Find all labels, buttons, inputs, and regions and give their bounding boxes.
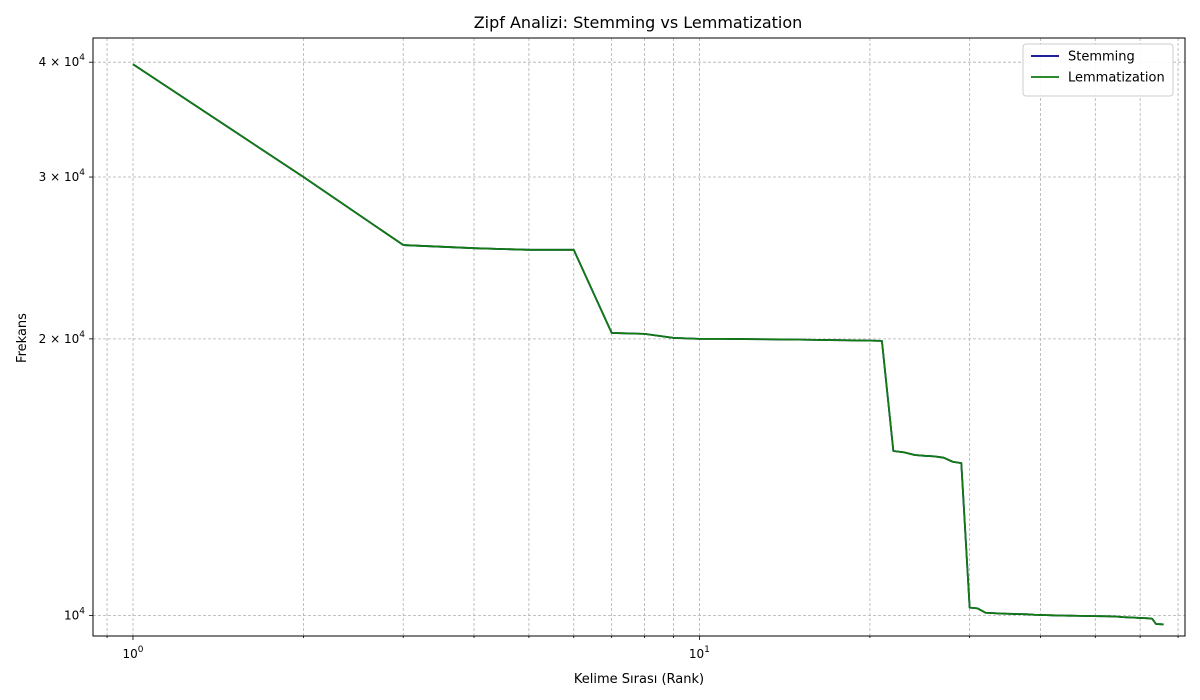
y-tick-label: 2 × 104: [39, 330, 86, 346]
y-tick-label: 4 × 104: [39, 53, 86, 69]
y-axis-label: Frekans: [15, 313, 30, 363]
grid-layer: [93, 38, 1185, 636]
chart-title: Zipf Analizi: Stemming vs Lemmatization: [474, 13, 803, 32]
legend-box: [1022, 43, 1174, 97]
tick-layer: 100 101 104 2 × 104 3 × 104 4 × 104: [39, 53, 1179, 661]
legend: Stemming Lemmatization: [1022, 43, 1174, 97]
series-line-lemmatization: [132, 63, 1164, 626]
x-tick-label: 100: [122, 645, 143, 661]
series-layer: [132, 63, 1164, 626]
y-tick-label: 3 × 104: [39, 168, 86, 184]
legend-label-lemmatization: Lemmatization: [1068, 71, 1165, 86]
plot-frame: [92, 37, 1186, 637]
x-axis-label: Kelime Sırası (Rank): [574, 672, 704, 687]
y-tick-label: 104: [64, 607, 85, 623]
legend-label-stemming: Stemming: [1068, 50, 1135, 65]
x-tick-label: 101: [689, 645, 710, 661]
